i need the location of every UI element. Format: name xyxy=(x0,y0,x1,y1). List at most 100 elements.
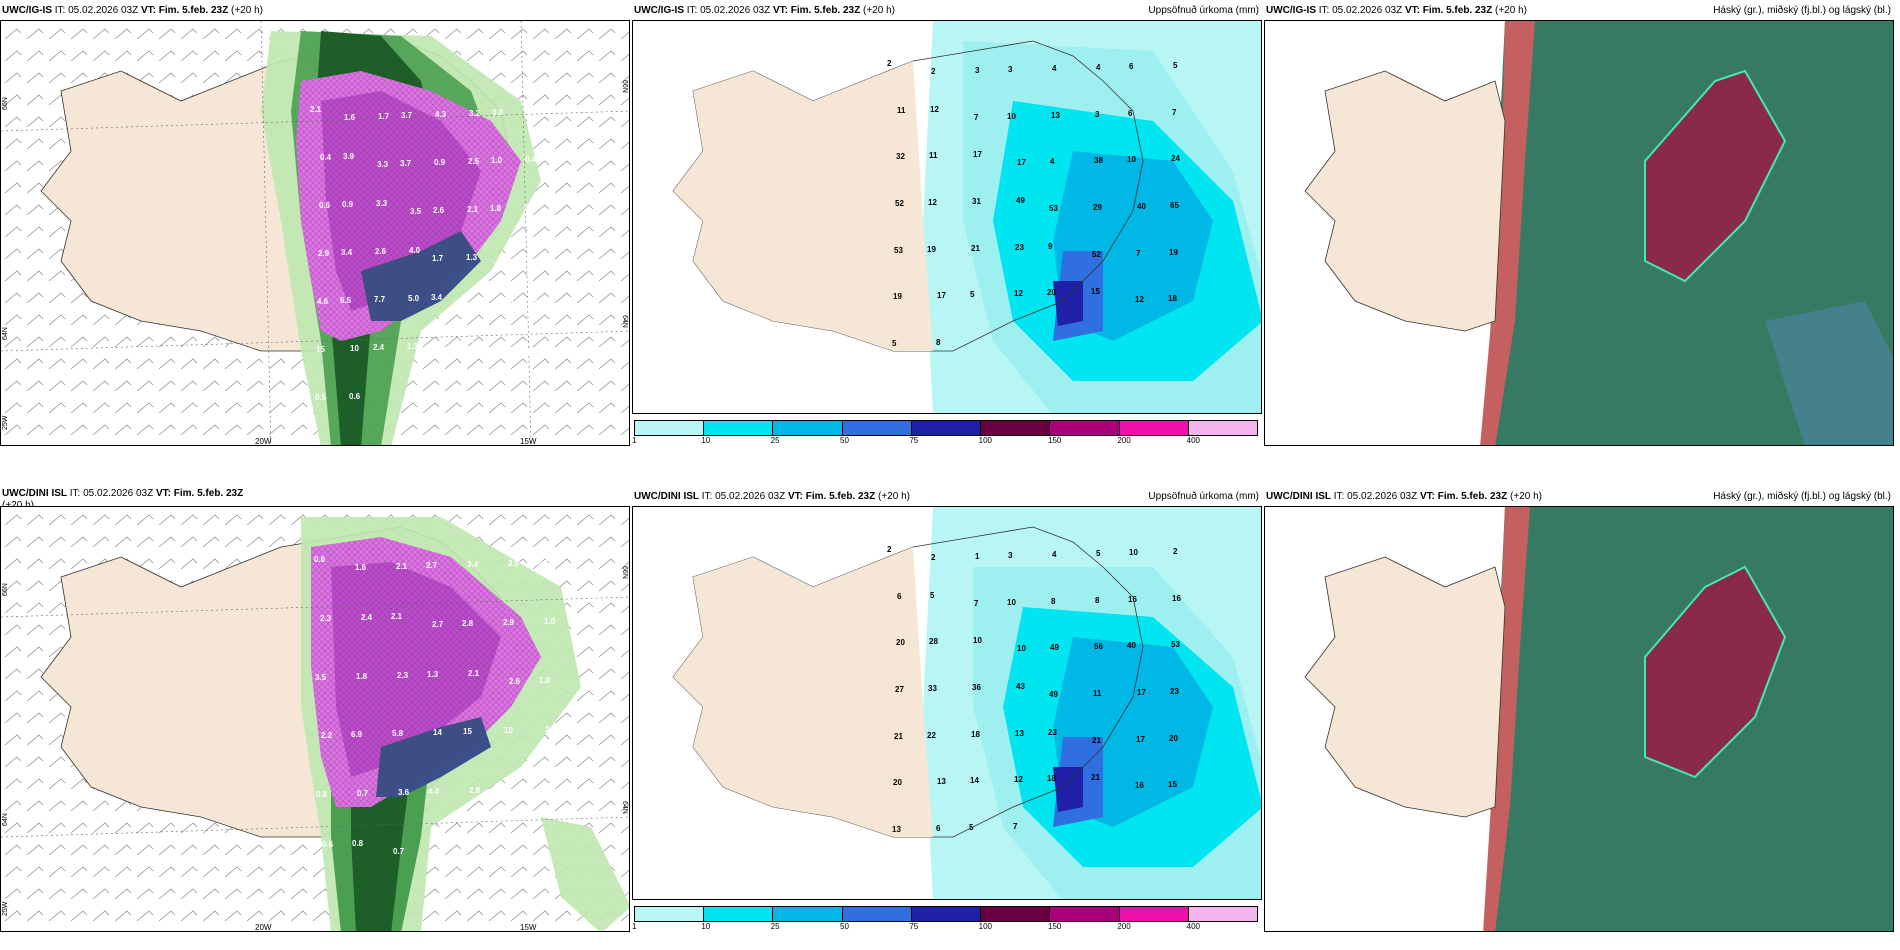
value-label: 0.8 xyxy=(434,846,446,855)
value-label: 14 xyxy=(970,776,979,785)
value-label: 2.1 xyxy=(468,669,480,678)
value-label: 0.9 xyxy=(434,158,446,167)
lat-label-66n: 66N xyxy=(2,97,9,110)
map-wind-precip-igis: 20W xyxy=(0,20,630,446)
value-label: 2.8 xyxy=(462,619,474,628)
colorbar-swatch xyxy=(981,907,1051,921)
value-label: 0.7 xyxy=(357,789,369,798)
map-accum-precip-dini xyxy=(632,506,1262,900)
value-label: 2.1 xyxy=(467,205,479,214)
value-label: 1.3 xyxy=(466,253,478,262)
colorbar-tick-label: 75 xyxy=(909,436,919,445)
value-label: 3.9 xyxy=(500,252,512,261)
panel-title: UWC/IG-IS IT: 05.02.2026 03Z VT: Fim. 5.… xyxy=(634,5,895,16)
value-label: 3.5 xyxy=(545,725,557,734)
value-label: 17 xyxy=(1017,158,1026,167)
value-label: 1.0 xyxy=(539,676,551,685)
value-label: 2.4 xyxy=(361,613,373,622)
value-label: 52 xyxy=(1092,250,1101,259)
value-label: 2.7 xyxy=(426,561,438,570)
value-label: 0.9 xyxy=(342,200,354,209)
value-label: 2.1 xyxy=(396,562,408,571)
value-label: 3.7 xyxy=(401,111,413,120)
value-label: 29 xyxy=(1093,203,1102,212)
colorbar-swatch xyxy=(704,907,774,921)
value-label: 3 xyxy=(975,66,980,75)
value-label: 19 xyxy=(893,292,902,301)
panel-bot-left-wind-precip: UWC/DINI ISL IT: 05.02.2026 03Z VT: Fim.… xyxy=(0,486,630,932)
value-label: 7 xyxy=(974,113,979,122)
value-label: 15.4 xyxy=(499,300,515,309)
value-label: 32 xyxy=(896,152,905,161)
value-label: 2.3 xyxy=(397,671,409,680)
colorbar-tick-label: 10 xyxy=(701,922,711,931)
value-label: 9 xyxy=(1048,242,1053,251)
value-label: 23 xyxy=(1015,243,1024,252)
value-label: 1.3 xyxy=(407,342,419,351)
value-label: 3.5 xyxy=(315,673,327,682)
value-label: 4 xyxy=(1096,63,1101,72)
value-label: 2.2 xyxy=(321,731,333,740)
colorbar-tick-label: 100 xyxy=(978,922,993,931)
value-label: 6.9 xyxy=(351,730,363,739)
value-label: 1.8 xyxy=(356,672,368,681)
colorbar-swatch xyxy=(911,907,982,921)
value-label: 5.0 xyxy=(408,294,420,303)
value-label: 43 xyxy=(1016,682,1025,691)
value-label: 3.7 xyxy=(400,159,412,168)
value-label: 0.5 xyxy=(499,785,511,794)
value-label: 17 xyxy=(937,291,946,300)
value-label: 1.0 xyxy=(491,156,503,165)
value-label: 19 xyxy=(927,245,936,254)
lat-label-25w: 25W xyxy=(2,901,9,916)
value-label: 11 xyxy=(929,151,938,160)
value-label: 3.3 xyxy=(376,199,388,208)
value-label: 23 xyxy=(1170,687,1179,696)
value-label: 3.4 xyxy=(431,293,443,302)
value-label: 31 xyxy=(972,197,981,206)
value-label: 4.6 xyxy=(317,297,329,306)
value-label: 2.4 xyxy=(373,343,385,352)
colorbar-swatch xyxy=(635,421,705,435)
value-label: 17.5 xyxy=(522,299,538,308)
lat-label-64n: 64N xyxy=(2,327,9,340)
value-label: 2.1 xyxy=(310,105,322,114)
value-label: 4.6 xyxy=(521,347,533,356)
value-label: 53 xyxy=(1049,204,1058,213)
colorbar-tick-label: 150 xyxy=(1048,436,1062,445)
value-label: 1.6 xyxy=(355,563,367,572)
value-label: 56 xyxy=(1094,642,1103,651)
value-label: 5 xyxy=(1173,61,1178,70)
value-label: 12 xyxy=(1135,295,1144,304)
value-label: 38 xyxy=(1094,156,1103,165)
value-label: 40 xyxy=(1137,202,1146,211)
value-label: 2.7 xyxy=(432,620,444,629)
value-label: 2.3 xyxy=(320,614,332,623)
panel-title: UWC/IG-IS IT: 05.02.2026 03Z VT: Fim. 5.… xyxy=(2,5,263,16)
colorbar-swatch xyxy=(842,907,912,921)
value-label: 0.8 xyxy=(316,790,328,799)
value-label: 52 xyxy=(895,199,904,208)
panel-title: UWC/IG-IS IT: 05.02.2026 03Z VT: Fim. 5.… xyxy=(1266,5,1527,16)
value-label: 20 xyxy=(1047,288,1056,297)
value-label: 18 xyxy=(1168,294,1177,303)
value-label: 1.7 xyxy=(378,112,390,121)
colorbar-tick-label: 200 xyxy=(1117,436,1131,445)
value-label: 0.4 xyxy=(320,153,332,162)
colorbar-tick-label: 100 xyxy=(978,436,993,445)
value-label: 17 xyxy=(1137,688,1146,697)
value-label: 49 xyxy=(1050,643,1059,652)
colorbar-swatch xyxy=(1119,421,1189,435)
value-label: 1.3 xyxy=(427,670,439,679)
value-label: 2.9 xyxy=(503,618,515,627)
panel-bot-right-clouds: UWC/DINI ISL IT: 05.02.2026 03Z VT: Fim.… xyxy=(1264,486,1894,932)
colorbar-swatch xyxy=(1050,421,1120,435)
panel-title: UWC/DINI ISL IT: 05.02.2026 03Z VT: Fim.… xyxy=(2,488,244,511)
value-label: 0.4 xyxy=(525,155,537,164)
value-label: 3.6 xyxy=(398,788,410,797)
value-label: 21 xyxy=(894,732,903,741)
lat-label-64n: 64N xyxy=(2,813,9,826)
value-label: 20 xyxy=(893,778,902,787)
colorbar-swatch xyxy=(1188,421,1257,435)
value-label: 16 xyxy=(1128,595,1137,604)
